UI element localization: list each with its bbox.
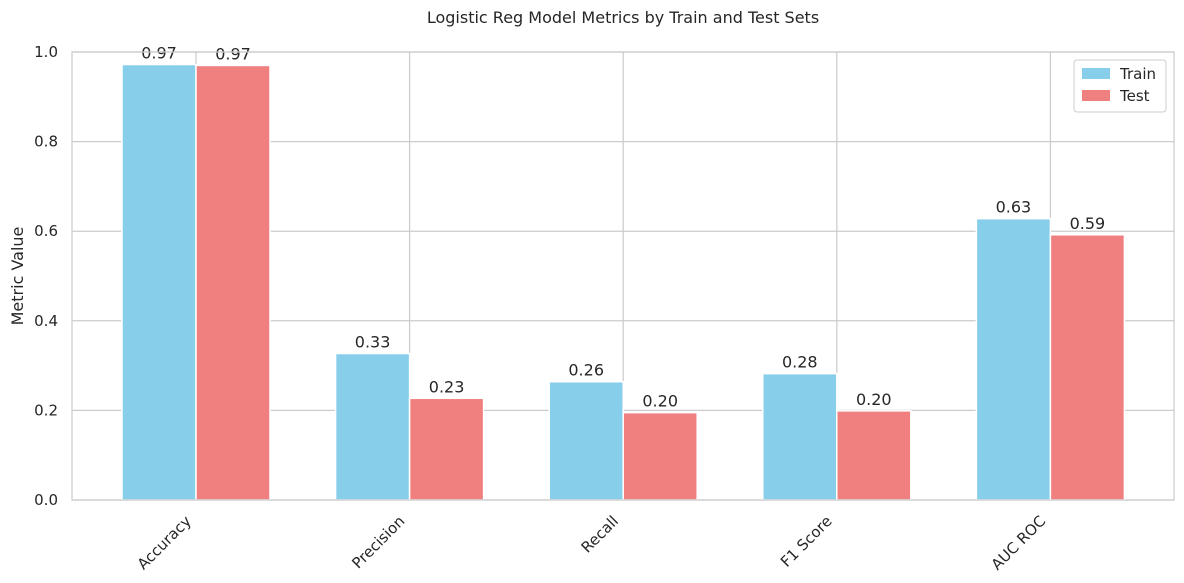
legend: Train Test: [1073, 59, 1167, 113]
bar-test-recall: [622, 411, 698, 501]
legend-label-test: Test: [1119, 87, 1150, 105]
bar-test-accuracy: [195, 64, 271, 501]
bars: 0.97 0.33 0.26 0.28 0.63 0.97 0.23 0.20 0.20 0.59: [121, 44, 1126, 501]
bar-test-precision: [408, 397, 485, 501]
bar-train-recall: [548, 380, 624, 501]
data-label: 0.20: [642, 392, 678, 411]
legend-swatch-test: [1082, 90, 1110, 101]
data-label: 0.97: [141, 44, 177, 63]
bar-train-auc-roc: [975, 217, 1052, 501]
x-tick-label: Accuracy: [134, 512, 195, 573]
y-tick-label: 0.4: [34, 312, 58, 330]
data-label: 0.33: [355, 333, 391, 352]
bar-train-accuracy: [121, 63, 197, 501]
bar-test-auc-roc: [1049, 234, 1126, 501]
x-tick-label: AUC ROC: [988, 512, 1050, 574]
data-label: 0.28: [782, 353, 818, 372]
y-tick-label: 0.0: [34, 491, 58, 509]
y-tick-label: 1.0: [34, 43, 58, 61]
x-tick-label: F1 Score: [777, 512, 836, 571]
x-tick-label: Recall: [578, 512, 622, 556]
data-label: 0.20: [856, 390, 892, 409]
chart-title: Logistic Reg Model Metrics by Train and …: [427, 8, 819, 27]
bar-train-precision: [334, 352, 411, 501]
data-label: 0.59: [1070, 214, 1106, 233]
bar-train-f1-score: [762, 372, 838, 501]
data-label: 0.63: [996, 198, 1032, 217]
y-tick-label: 0.2: [34, 401, 58, 419]
y-tick-label: 0.6: [34, 222, 58, 240]
data-label: 0.26: [568, 361, 604, 380]
plot-frame: [71, 51, 1175, 501]
legend-label-train: Train: [1119, 65, 1156, 83]
data-label: 0.23: [429, 377, 465, 396]
legend-swatch-train: [1082, 68, 1110, 79]
y-axis-label: Metric Value: [8, 227, 27, 326]
bar-test-f1-score: [836, 410, 912, 501]
data-label: 0.97: [215, 44, 251, 63]
y-tick-label: 0.8: [34, 133, 58, 151]
x-tick-label: Precision: [348, 512, 408, 572]
